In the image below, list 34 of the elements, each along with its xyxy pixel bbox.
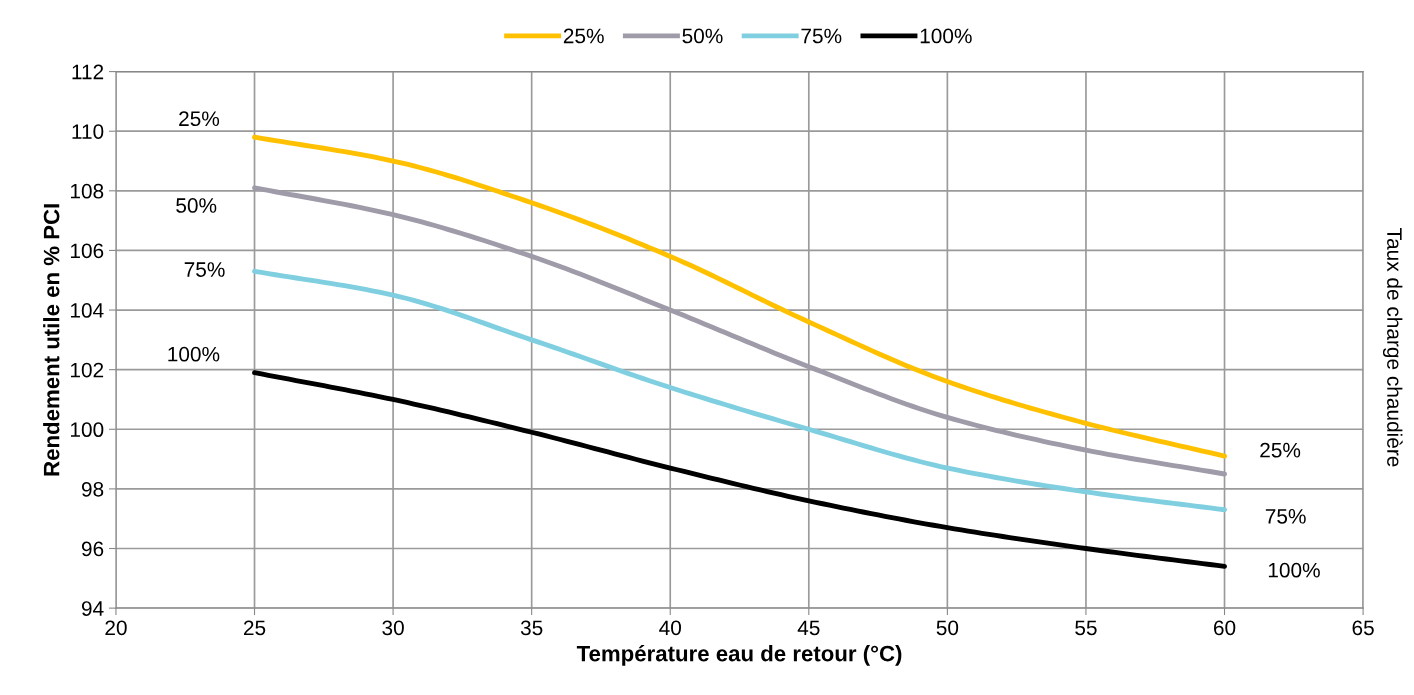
y-tick-label: 96 — [81, 541, 104, 557]
y-tick-label: 112 — [72, 64, 104, 80]
annotation: 25% — [179, 111, 220, 127]
x-tick-label: 30 — [382, 620, 404, 636]
annotation: 75% — [1265, 509, 1306, 524]
y-axis-title: Rendement utile en % PCI — [43, 204, 60, 476]
legend-label: 100% — [920, 28, 972, 44]
x-tick-label: 20 — [105, 620, 127, 636]
legend-label: 75% — [801, 28, 842, 44]
y-tick-label: 108 — [70, 183, 104, 199]
y-tick-label: 100 — [70, 422, 104, 438]
y-tick-label: 102 — [70, 362, 104, 378]
annotation: 75% — [184, 262, 225, 277]
x-tick-label: 60 — [1214, 620, 1236, 636]
annotation: 100% — [168, 346, 220, 362]
annotation: 50% — [176, 198, 217, 213]
annotation: 100% — [1268, 562, 1320, 578]
y-tick-label: 104 — [70, 303, 104, 318]
y-tick-label: 94 — [81, 601, 104, 616]
x-axis-title: Température eau de retour (°C) — [576, 644, 902, 666]
x-tick-label: 50 — [936, 620, 959, 636]
x-tick-label: 35 — [520, 620, 543, 636]
x-tick-label: 40 — [659, 620, 682, 636]
text: Taux de charge chaudière — [1382, 228, 1403, 467]
y-tick-label: 106 — [70, 243, 104, 259]
legend-label: 50% — [682, 28, 723, 44]
x-tick-label: 25 — [243, 620, 266, 636]
annotation: 25% — [1260, 442, 1301, 458]
x-tick-label: 55 — [1075, 620, 1097, 636]
x-tick-label: 65 — [1352, 620, 1374, 636]
y-tick-label: 98 — [81, 481, 104, 497]
x-tick-label: 45 — [797, 620, 820, 636]
legend-label: 25% — [563, 28, 604, 44]
y-tick-label: 110 — [72, 124, 104, 139]
